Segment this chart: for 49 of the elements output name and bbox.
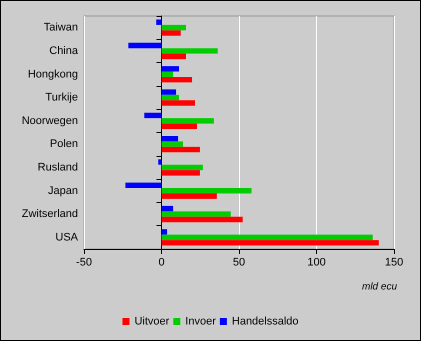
bar — [162, 24, 186, 30]
bar — [162, 229, 168, 235]
bar — [162, 211, 231, 217]
bar — [162, 66, 180, 72]
legend-label: Handelssaldo — [232, 316, 299, 328]
bar — [162, 94, 180, 100]
x-tick-label: 150 — [384, 256, 404, 268]
bar — [128, 42, 162, 48]
bar — [162, 136, 178, 142]
bar — [162, 30, 181, 36]
y-tick-label: Taiwan — [44, 22, 78, 34]
bar — [162, 141, 184, 147]
y-tick-label: Japan — [48, 184, 78, 197]
bar — [162, 240, 379, 246]
x-tick-label: 50 — [232, 256, 246, 268]
bar — [162, 206, 174, 212]
bar — [158, 159, 162, 165]
bar — [162, 124, 197, 130]
bar — [162, 76, 192, 82]
bar — [162, 164, 203, 170]
x-axis-title: mld ecu — [362, 282, 398, 292]
y-tick-label: Noorwegen — [22, 114, 78, 127]
bar — [162, 72, 174, 77]
bar — [162, 54, 186, 60]
bar — [162, 188, 252, 194]
bar — [162, 89, 176, 95]
y-tick-label: Rusland — [38, 161, 78, 174]
y-tick-label: USA — [55, 231, 79, 244]
x-tick-label: -50 — [76, 256, 92, 268]
bar — [162, 146, 200, 152]
legend-label: Invoer — [185, 316, 216, 328]
x-tick-label: 0 — [158, 256, 165, 268]
x-tick-label: 100 — [307, 256, 326, 268]
bar — [162, 234, 373, 240]
y-tick-label: Hongkong — [28, 68, 78, 80]
y-tick-label: Turkije — [45, 92, 78, 104]
bar — [162, 193, 217, 199]
bar — [125, 182, 162, 188]
bar — [162, 100, 195, 106]
bar — [156, 19, 162, 25]
bar — [162, 216, 243, 222]
y-tick-label: China — [49, 44, 79, 57]
y-tick-label: Polen — [50, 138, 78, 150]
bar — [162, 170, 200, 176]
bar — [162, 118, 214, 124]
legend-label: Uitvoer — [134, 316, 170, 328]
bar — [162, 48, 218, 54]
bar — [144, 112, 162, 118]
y-tick-label: Zwitserland — [22, 208, 78, 220]
